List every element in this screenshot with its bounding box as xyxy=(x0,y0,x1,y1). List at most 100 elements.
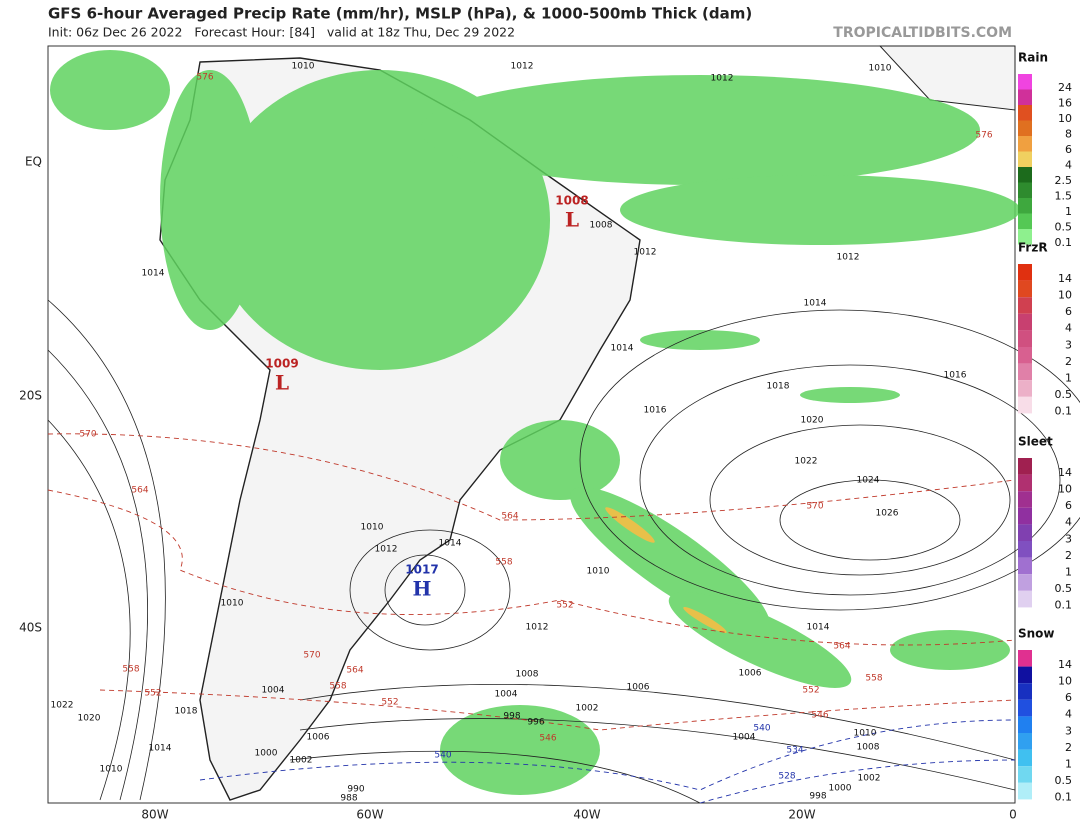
isobar-label: 1006 xyxy=(739,669,762,679)
thickness-label: 558 xyxy=(495,558,512,568)
isobar-label: 1004 xyxy=(495,690,518,700)
legend-swatch xyxy=(1018,733,1032,750)
legend-swatch xyxy=(1018,347,1032,364)
thickness-label: 546 xyxy=(811,711,828,721)
isobar-label: 1010 xyxy=(361,523,384,533)
legend-title: FrzR xyxy=(1018,241,1048,255)
legend-tick: 4 xyxy=(1065,322,1072,335)
legend-swatch xyxy=(1018,198,1032,214)
cold-thickness-label: 540 xyxy=(753,724,770,734)
isobar-label: 1002 xyxy=(290,756,313,766)
legend-swatch xyxy=(1018,136,1032,152)
isobar-label: 1004 xyxy=(733,733,756,743)
legend-swatch xyxy=(1018,380,1032,397)
cold-thickness xyxy=(199,719,1016,804)
legend-tick: 1.5 xyxy=(1055,189,1073,202)
legend-swatch xyxy=(1018,524,1032,541)
africa xyxy=(878,45,1016,111)
legend-swatch xyxy=(1018,716,1032,733)
legend-swatch xyxy=(1018,74,1032,90)
lat-label: 20S xyxy=(19,389,42,403)
thickness xyxy=(47,433,1016,731)
isobar-label: 1010 xyxy=(221,599,244,609)
legend-tick: 14 xyxy=(1058,272,1072,285)
legend-tick: 4 xyxy=(1065,516,1072,529)
isobar-label: 1012 xyxy=(634,248,657,258)
isobar-label: 1020 xyxy=(801,416,824,426)
center-letter: L xyxy=(275,371,289,395)
isobar-label: 990 xyxy=(347,785,364,795)
legend-tick: 6 xyxy=(1065,143,1072,156)
isobar-label: 1010 xyxy=(587,567,610,577)
legend-swatch xyxy=(1018,330,1032,347)
subtitle: Init: 06z Dec 26 2022 Forecast Hour: [84… xyxy=(48,25,515,40)
isobar-label: 1006 xyxy=(627,683,650,693)
isobar-label: 1002 xyxy=(858,774,881,784)
thickness-label: 558 xyxy=(329,682,346,692)
legend-swatch xyxy=(1018,749,1032,767)
legend-tick: 0.5 xyxy=(1055,388,1073,401)
legend-swatch xyxy=(1018,458,1032,475)
lat-label: 40S xyxy=(19,621,42,635)
legend-swatch xyxy=(1018,167,1032,183)
legend-tick: 3 xyxy=(1065,338,1072,351)
isobar-label: 998 xyxy=(809,792,826,802)
lon-label: 20W xyxy=(788,808,815,822)
isobar-label: 1012 xyxy=(526,623,549,633)
thickness-label: 558 xyxy=(122,665,139,675)
isobar-label: 1018 xyxy=(175,707,198,717)
thickness-label: 558 xyxy=(865,674,882,684)
isobar-label: 1026 xyxy=(876,509,899,519)
legend-tick: 4 xyxy=(1065,708,1072,721)
legend-swatch xyxy=(1018,557,1032,575)
site: TROPICALTIDBITS.COM xyxy=(833,25,1012,41)
isobar-label: 996 xyxy=(527,718,544,728)
legend-tick: 3 xyxy=(1065,532,1072,545)
legend-swatch xyxy=(1018,666,1032,684)
center-letter: H xyxy=(413,577,432,601)
legend-tick: 0.5 xyxy=(1055,582,1073,595)
isobar-label: 1016 xyxy=(944,371,967,381)
thickness-label: 552 xyxy=(802,686,819,696)
heavy-precip xyxy=(605,507,727,633)
isobar-label: 1006 xyxy=(307,733,330,743)
legend-tick: 10 xyxy=(1058,289,1072,302)
legend-swatch xyxy=(1018,683,1032,700)
isobars xyxy=(47,299,1080,804)
isobar-label: 998 xyxy=(503,712,520,722)
isobar-label: 1022 xyxy=(795,457,818,467)
isobar-label: 1014 xyxy=(807,623,830,633)
legend-tick: 2 xyxy=(1065,355,1072,368)
thickness-label: 546 xyxy=(539,734,556,744)
map xyxy=(47,45,1080,804)
legend-tick: 3 xyxy=(1065,724,1072,737)
isobar-label: 1020 xyxy=(78,714,101,724)
isobar-label: 1018 xyxy=(767,382,790,392)
legend-swatch xyxy=(1018,699,1032,717)
legend-tick: 0.5 xyxy=(1055,774,1073,787)
isobar-label: 1014 xyxy=(149,744,172,754)
precip xyxy=(50,50,1020,795)
cold-thickness-label: 540 xyxy=(434,751,451,761)
legend-swatch xyxy=(1018,89,1032,105)
cold-thickness-label: 534 xyxy=(786,746,803,756)
legend-swatch xyxy=(1018,363,1032,381)
legend-tick: 1 xyxy=(1065,205,1072,218)
legend-tick: 16 xyxy=(1058,96,1072,109)
legend-swatch xyxy=(1018,396,1032,414)
isobar-label: 1012 xyxy=(511,62,534,72)
legend-swatch xyxy=(1018,491,1032,508)
cold-thickness-label: 528 xyxy=(778,772,795,782)
isobar-label: 1014 xyxy=(611,344,634,354)
legend-tick: 10 xyxy=(1058,675,1072,688)
legend-tick: 0.5 xyxy=(1055,220,1073,233)
thickness-label: 570 xyxy=(303,651,320,661)
legend-tick: 24 xyxy=(1058,81,1072,94)
legend-swatch xyxy=(1018,229,1032,245)
thickness-label: 564 xyxy=(833,642,850,652)
legend-tick: 14 xyxy=(1058,658,1072,671)
isobar-label: 1000 xyxy=(255,749,278,759)
isobar-label: 988 xyxy=(340,794,357,804)
